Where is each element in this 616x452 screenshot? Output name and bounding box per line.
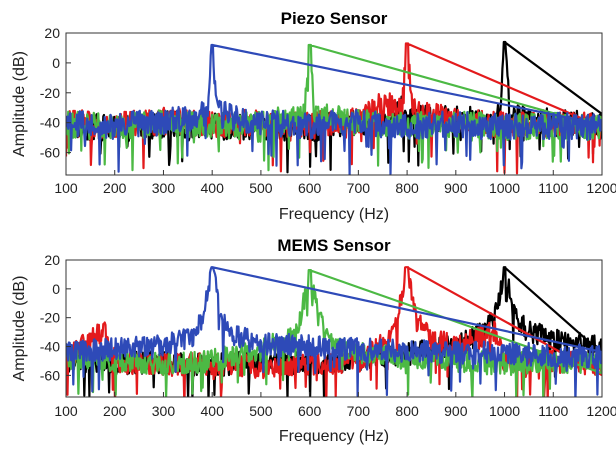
x-tick-label: 700: [347, 180, 371, 196]
x-tick-label: 100: [54, 180, 78, 196]
series-line-2: [66, 269, 602, 397]
x-axis-label: Frequency (Hz): [279, 206, 389, 223]
x-tick-label: 1000: [489, 403, 520, 419]
panel-piezo-sensor: 100 200 300 400 500 600 700 800 900 1000 1100 12002…: [11, 9, 616, 223]
x-tick-label: 200: [103, 403, 127, 419]
x-tick-label: 1000: [489, 180, 520, 196]
x-tick-label: 200: [103, 180, 127, 196]
x-tick-label: 500: [249, 403, 273, 419]
x-tick-label: 1200: [586, 180, 616, 196]
y-tick-label: -40: [40, 339, 60, 355]
y-tick-label: -20: [40, 310, 60, 326]
y-tick-label: 0: [52, 281, 60, 297]
y-tick-label: -60: [40, 367, 60, 383]
y-tick-label: 20: [44, 25, 60, 41]
y-tick-label: -60: [40, 145, 60, 161]
x-tick-label: 1200: [586, 403, 616, 419]
series-group: [66, 266, 602, 397]
x-tick-label: 900: [444, 180, 468, 196]
y-tick-label: 20: [44, 252, 60, 268]
x-tick-label: 1100: [538, 403, 568, 419]
y-tick-label: 0: [52, 55, 60, 71]
x-tick-label: 400: [201, 403, 225, 419]
panel-mems-sensor: 100 200 300 400 500 600 700 800 900 1000 1100 12002…: [11, 236, 616, 445]
x-tick-label: 700: [347, 403, 371, 419]
y-axis-label: Amplitude (dB): [11, 276, 28, 382]
y-axis-label: Amplitude (dB): [11, 51, 28, 157]
x-tick-label: 600: [298, 403, 322, 419]
x-tick-label: 900: [444, 403, 468, 419]
x-tick-label: 1100: [538, 180, 568, 196]
x-tick-label: 800: [395, 403, 419, 419]
x-axis-label: Frequency (Hz): [279, 428, 389, 445]
series-line-3: [66, 43, 602, 175]
series-line-3: [66, 266, 602, 397]
x-tick-label: 100: [54, 403, 78, 419]
chart-title: MEMS Sensor: [277, 236, 391, 255]
chart-title: Piezo Sensor: [281, 9, 388, 28]
x-tick-label: 500: [249, 180, 273, 196]
x-tick-label: 300: [152, 180, 176, 196]
y-tick-label: -20: [40, 85, 60, 101]
plot-frame: [65, 32, 603, 176]
x-tick-label: 400: [201, 180, 225, 196]
y-tick-label: -40: [40, 115, 60, 131]
x-tick-label: 800: [395, 180, 419, 196]
plot-frame: [65, 259, 603, 398]
x-tick-label: 600: [298, 180, 322, 196]
series-group: [66, 40, 602, 175]
x-tick-label: 300: [152, 403, 176, 419]
